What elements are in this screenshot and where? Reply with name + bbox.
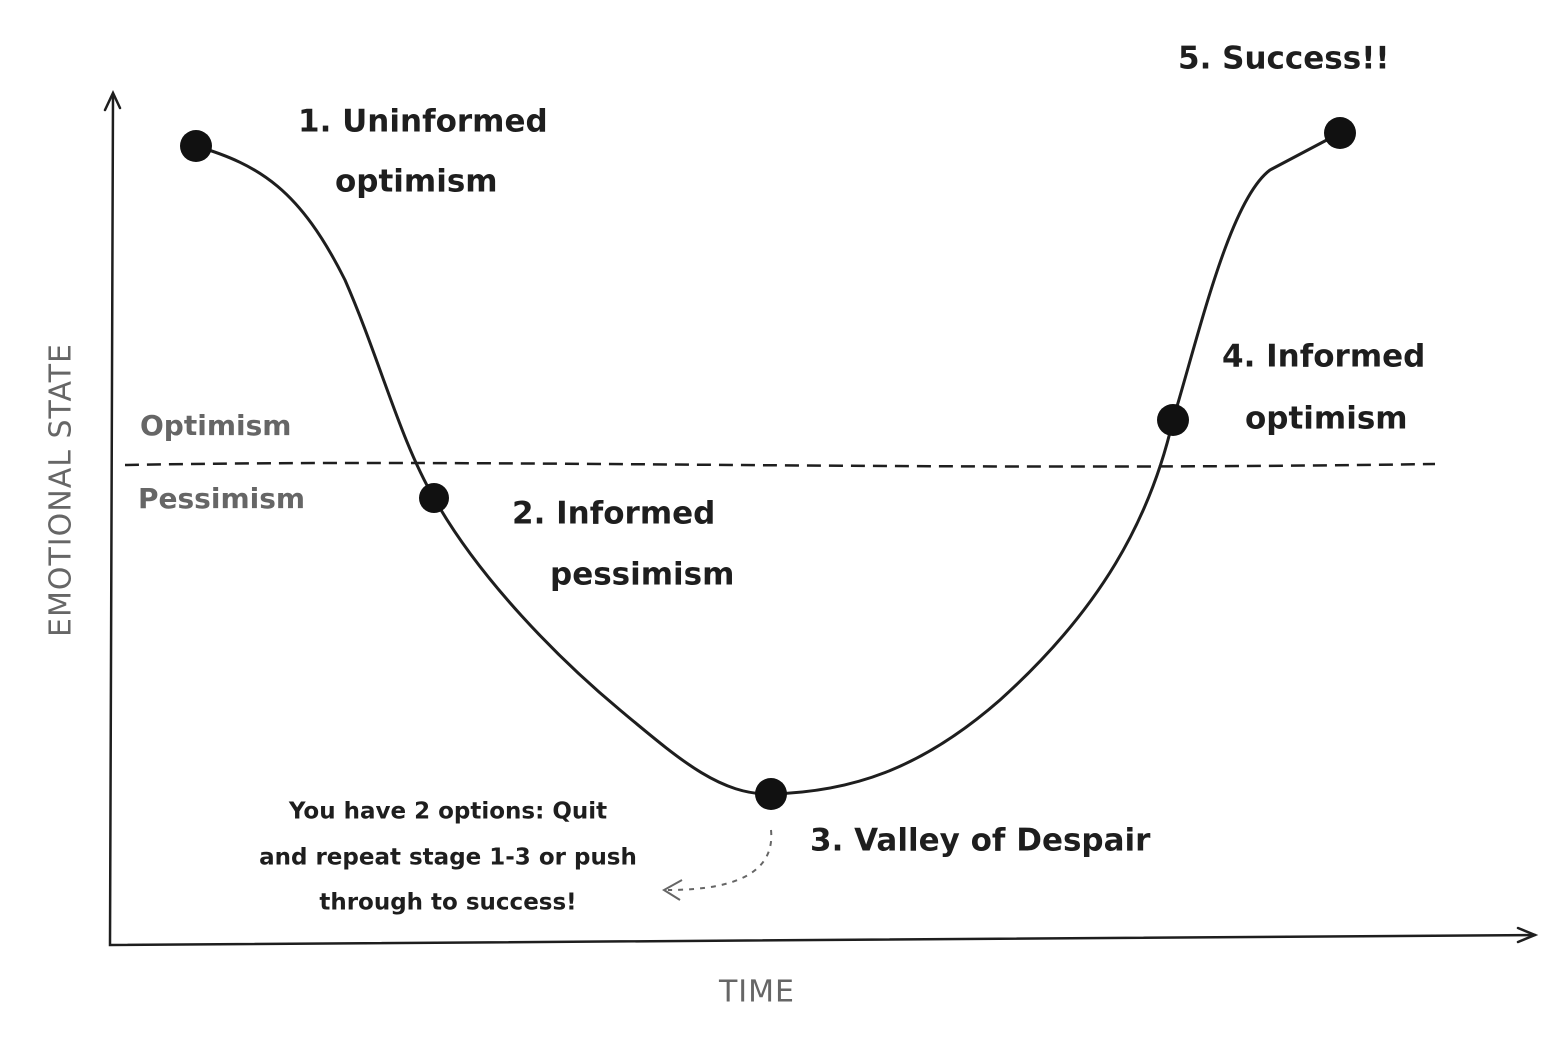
stage-dot: [755, 778, 787, 810]
stage-label: 1. Uninformed: [298, 104, 548, 140]
stage-label: pessimism: [550, 557, 734, 593]
stage-dots: [180, 117, 1356, 810]
y-arrow: [103, 90, 122, 112]
note-line: and repeat stage 1-3 or push: [259, 845, 637, 871]
stage-label: 2. Informed: [512, 496, 715, 532]
note-arrowhead: [662, 879, 683, 901]
note-line: through to success!: [319, 890, 576, 916]
note-line: You have 2 options: Quit: [288, 799, 607, 825]
axis-lines: [108, 93, 1537, 947]
stage-dot: [1157, 404, 1189, 436]
stage-label: optimism: [335, 164, 498, 200]
axes: [103, 90, 1539, 947]
zone-label: Pessimism: [138, 482, 305, 515]
stage-label: 5. Success!!: [1178, 41, 1390, 77]
zone-label: Optimism: [140, 409, 291, 442]
y-axis-label: EMOTIONAL STATE: [44, 343, 79, 637]
stage-dot: [180, 130, 212, 162]
note-arrow: [667, 829, 773, 891]
x-axis-label: TIME: [718, 975, 795, 1010]
stage-dot: [419, 483, 449, 513]
stage-label: optimism: [1245, 401, 1408, 437]
stage-label: 4. Informed: [1222, 339, 1425, 375]
x-arrow: [1516, 926, 1539, 944]
threshold-line: [124, 461, 1436, 468]
stage-label: 3. Valley of Despair: [810, 823, 1151, 859]
stage-dot: [1324, 117, 1356, 149]
